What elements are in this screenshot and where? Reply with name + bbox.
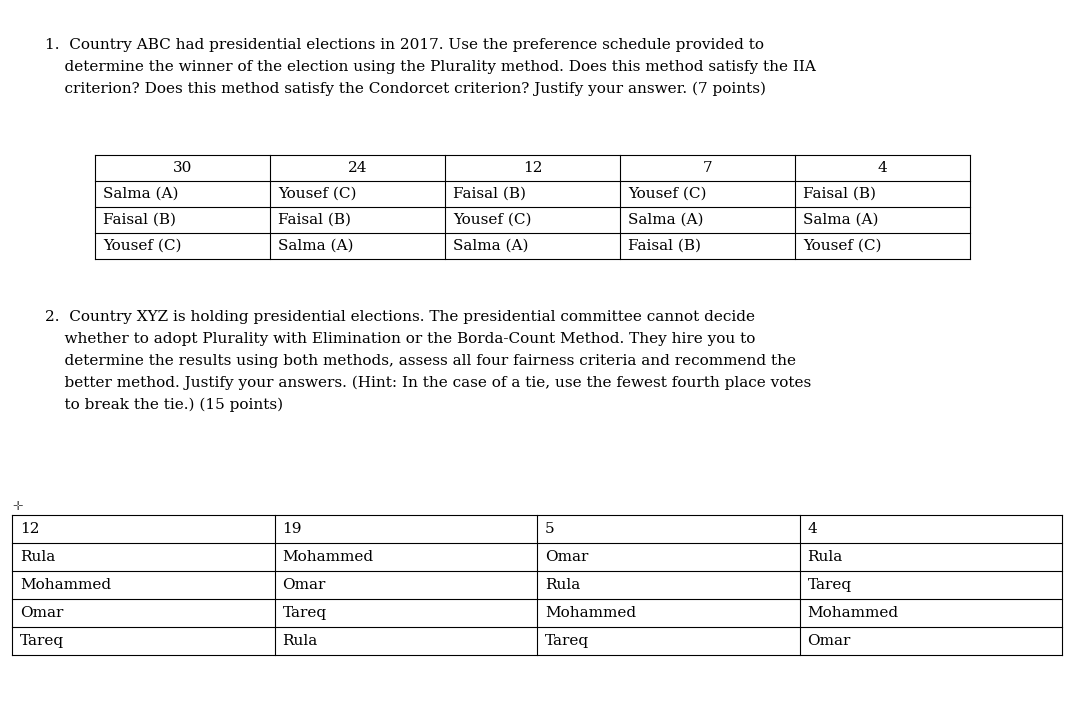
- Text: Rula: Rula: [20, 550, 56, 564]
- Text: Yousef (C): Yousef (C): [453, 213, 531, 227]
- Text: Faisal (B): Faisal (B): [803, 187, 876, 201]
- Text: Mohammed: Mohammed: [283, 550, 374, 564]
- Text: Salma (A): Salma (A): [103, 187, 179, 201]
- Text: 5: 5: [545, 522, 555, 536]
- Text: Omar: Omar: [808, 634, 850, 648]
- Text: Tareq: Tareq: [283, 606, 327, 620]
- Text: determine the results using both methods, assess all four fairness criteria and : determine the results using both methods…: [45, 354, 796, 368]
- Text: Tareq: Tareq: [808, 578, 851, 592]
- Text: Tareq: Tareq: [545, 634, 589, 648]
- Text: 12: 12: [20, 522, 40, 536]
- Text: Yousef (C): Yousef (C): [803, 239, 881, 253]
- Text: 1.  Country ABC had presidential elections in 2017. Use the preference schedule : 1. Country ABC had presidential election…: [45, 38, 764, 52]
- Text: 4: 4: [808, 522, 817, 536]
- Text: 12: 12: [523, 161, 542, 175]
- Text: ✛: ✛: [12, 500, 22, 512]
- Text: criterion? Does this method satisfy the Condorcet criterion? Justify your answer: criterion? Does this method satisfy the …: [45, 82, 766, 96]
- Text: Omar: Omar: [283, 578, 326, 592]
- Text: Salma (A): Salma (A): [628, 213, 704, 227]
- Text: Salma (A): Salma (A): [453, 239, 528, 253]
- Text: 4: 4: [877, 161, 888, 175]
- Text: determine the winner of the election using the Plurality method. Does this metho: determine the winner of the election usi…: [45, 60, 816, 74]
- Text: Tareq: Tareq: [20, 634, 64, 648]
- Text: Rula: Rula: [545, 578, 580, 592]
- Text: Yousef (C): Yousef (C): [628, 187, 707, 201]
- Text: 19: 19: [283, 522, 302, 536]
- Text: to break the tie.) (15 points): to break the tie.) (15 points): [45, 398, 283, 412]
- Text: 30: 30: [172, 161, 192, 175]
- Text: Faisal (B): Faisal (B): [453, 187, 526, 201]
- Text: Yousef (C): Yousef (C): [103, 239, 181, 253]
- Text: better method. Justify your answers. (Hint: In the case of a tie, use the fewest: better method. Justify your answers. (Hi…: [45, 376, 811, 390]
- Text: Omar: Omar: [545, 550, 588, 564]
- Text: Rula: Rula: [808, 550, 843, 564]
- Text: Mohammed: Mohammed: [808, 606, 899, 620]
- Text: Salma (A): Salma (A): [278, 239, 353, 253]
- Text: Mohammed: Mohammed: [20, 578, 111, 592]
- Text: Salma (A): Salma (A): [803, 213, 878, 227]
- Text: Mohammed: Mohammed: [545, 606, 636, 620]
- Text: Omar: Omar: [20, 606, 63, 620]
- Text: whether to adopt Plurality with Elimination or the Borda-Count Method. They hire: whether to adopt Plurality with Eliminat…: [45, 332, 755, 346]
- Text: 2.  Country XYZ is holding presidential elections. The presidential committee ca: 2. Country XYZ is holding presidential e…: [45, 310, 755, 324]
- Text: Yousef (C): Yousef (C): [278, 187, 357, 201]
- Text: Faisal (B): Faisal (B): [103, 213, 176, 227]
- Text: 24: 24: [348, 161, 367, 175]
- Text: Rula: Rula: [283, 634, 318, 648]
- Text: Faisal (B): Faisal (B): [628, 239, 702, 253]
- Text: 7: 7: [703, 161, 712, 175]
- Text: Faisal (B): Faisal (B): [278, 213, 351, 227]
